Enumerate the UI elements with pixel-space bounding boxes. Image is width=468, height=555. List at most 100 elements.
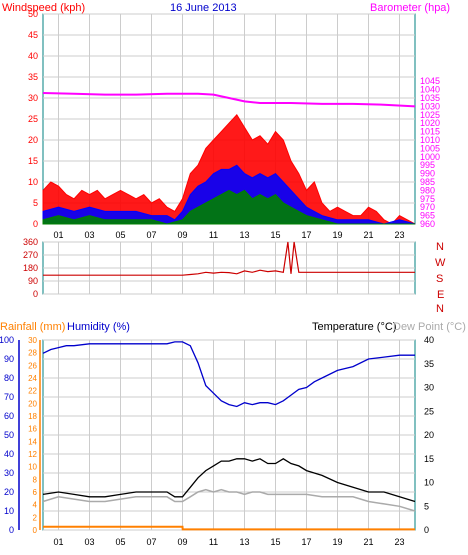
wind-x-tick-label: 05 <box>115 230 125 240</box>
wind-x-tick-label: 13 <box>239 230 249 240</box>
wind-low-series <box>42 189 415 225</box>
barometer-y-tick-label: 990 <box>420 169 435 179</box>
direction-y-tick-label: 270 <box>23 250 38 260</box>
temperature-y-tick-label: 0 <box>424 525 429 535</box>
direction-panel: 0 90 180 270 360 <box>23 237 415 299</box>
temperature-y-tick-label: 10 <box>424 478 434 488</box>
wind-y-tick-label: 10 <box>28 177 38 187</box>
rain-y-tick-label: 4 <box>33 501 38 510</box>
windspeed-axis-title: Windspeed (kph) <box>2 2 85 14</box>
wind-x-tick-label: 11 <box>209 230 218 240</box>
barometer-y-tick-label: 975 <box>420 194 435 204</box>
chart-date-title: 16 June 2013 <box>170 2 237 14</box>
barometer-y-tick-label: 1020 <box>420 118 440 128</box>
temperature-y-tick-label: 5 <box>424 501 429 511</box>
rainfall-axis-title: Rainfall (mm) <box>0 321 65 333</box>
climate-panel: 01 03 05 07 09 11 13 15 17 19 21 230102030405060708… <box>0 335 434 547</box>
barometer-y-tick-label: 1040 <box>420 85 440 95</box>
compass-n-bottom: N <box>436 303 444 315</box>
rain-y-tick-label: 8 <box>33 475 38 484</box>
barometer-y-tick-label: 1005 <box>420 143 440 153</box>
rain-y-tick-label: 26 <box>28 361 37 370</box>
barometer-y-tick-label: 965 <box>420 211 435 221</box>
temperature-y-tick-label: 40 <box>424 335 434 345</box>
barometer-axis-title: Barometer (hpa) <box>370 2 450 14</box>
temperature-axis-title: Temperature (°C) <box>312 321 396 333</box>
wind-x-tick-label: 01 <box>53 230 63 240</box>
climate-x-tick-label: 13 <box>239 537 249 547</box>
wind-y-tick-label: 30 <box>28 93 38 103</box>
direction-y-tick-label: 90 <box>28 276 38 286</box>
wind-x-tick-label: 21 <box>363 230 373 240</box>
rain-y-tick-label: 30 <box>28 336 37 345</box>
climate-x-tick-label: 21 <box>363 537 373 547</box>
barometer-y-tick-label: 1030 <box>420 101 440 111</box>
compass-s: S <box>436 273 443 285</box>
barometer-y-tick-label: 980 <box>420 185 435 195</box>
rain-y-tick-label: 12 <box>28 450 37 459</box>
climate-x-tick-label: 03 <box>84 537 94 547</box>
wind-x-tick-label: 09 <box>177 230 187 240</box>
rain-y-tick-label: 20 <box>28 399 37 408</box>
wind-direction-series <box>43 241 415 276</box>
wind-y-tick-label: 45 <box>28 30 38 40</box>
wind-y-tick-label: 15 <box>28 156 38 166</box>
climate-x-tick-label: 05 <box>115 537 125 547</box>
climate-x-tick-label: 09 <box>177 537 187 547</box>
temperature-y-tick-label: 20 <box>424 430 434 440</box>
wind-x-tick-label: 19 <box>332 230 342 240</box>
wind-x-tick-label: 03 <box>84 230 94 240</box>
barometer-series <box>42 92 416 108</box>
wind-y-tick-label: 5 <box>33 198 38 208</box>
barometer-y-tick-label: 1010 <box>420 135 440 145</box>
barometer-y-tick-label: 960 <box>420 219 435 229</box>
humidity-y-tick-label: 90 <box>4 354 14 364</box>
climate-x-tick-label: 19 <box>332 537 342 547</box>
compass-w: W <box>435 257 446 269</box>
barometer-y-tick-label: 995 <box>420 160 435 170</box>
rain-y-tick-label: 18 <box>28 412 37 421</box>
wind-x-tick-label: 17 <box>301 230 311 240</box>
temperature-y-tick-label: 35 <box>424 359 434 369</box>
temperature-series <box>42 458 416 503</box>
humidity-y-tick-label: 70 <box>4 392 14 402</box>
direction-y-tick-label: 0 <box>33 289 38 299</box>
barometer-y-tick-label: 1045 <box>420 76 440 86</box>
temperature-y-tick-label: 25 <box>424 406 434 416</box>
humidity-y-tick-label: 40 <box>4 449 14 459</box>
barometer-y-tick-label: 970 <box>420 202 435 212</box>
direction-y-tick-label: 180 <box>23 263 38 273</box>
humidity-y-tick-label: 0 <box>9 525 14 535</box>
humidity-y-tick-label: 60 <box>4 411 14 421</box>
climate-x-tick-label: 01 <box>53 537 63 547</box>
wind-y-tick-label: 20 <box>28 135 38 145</box>
rain-y-tick-label: 14 <box>28 437 37 446</box>
dewpoint-series <box>42 488 416 512</box>
rain-y-tick-label: 10 <box>28 463 37 472</box>
rain-y-tick-label: 2 <box>33 513 38 522</box>
humidity-series <box>42 341 415 408</box>
dewpoint-axis-title: Dew Point (°C) <box>393 321 466 333</box>
barometer-y-tick-label: 1025 <box>420 110 440 120</box>
wind-panel: 01 03 05 07 09 11 13 15 17 19 21 230510152025303540… <box>28 9 440 240</box>
wind-y-tick-label: 40 <box>28 51 38 61</box>
humidity-axis-title: Humidity (%) <box>67 321 130 333</box>
rainfall-series <box>43 525 415 531</box>
wind-y-tick-label: 35 <box>28 72 38 82</box>
wind-y-tick-label: 25 <box>28 114 38 124</box>
wind-x-tick-label: 07 <box>146 230 156 240</box>
temperature-y-tick-label: 15 <box>424 454 434 464</box>
humidity-y-tick-label: 50 <box>4 430 14 440</box>
direction-y-tick-label: 360 <box>23 237 38 247</box>
rain-y-tick-label: 24 <box>28 374 37 383</box>
rain-y-tick-label: 16 <box>28 425 37 434</box>
humidity-y-tick-label: 80 <box>4 373 14 383</box>
compass-e: E <box>437 289 444 301</box>
rain-y-tick-label: 0 <box>33 526 38 535</box>
temperature-y-tick-label: 30 <box>424 383 434 393</box>
rain-y-tick-label: 6 <box>33 488 38 497</box>
humidity-y-tick-label: 100 <box>0 335 14 345</box>
wind-y-tick-label: 0 <box>33 219 38 229</box>
humidity-y-tick-label: 30 <box>4 468 14 478</box>
